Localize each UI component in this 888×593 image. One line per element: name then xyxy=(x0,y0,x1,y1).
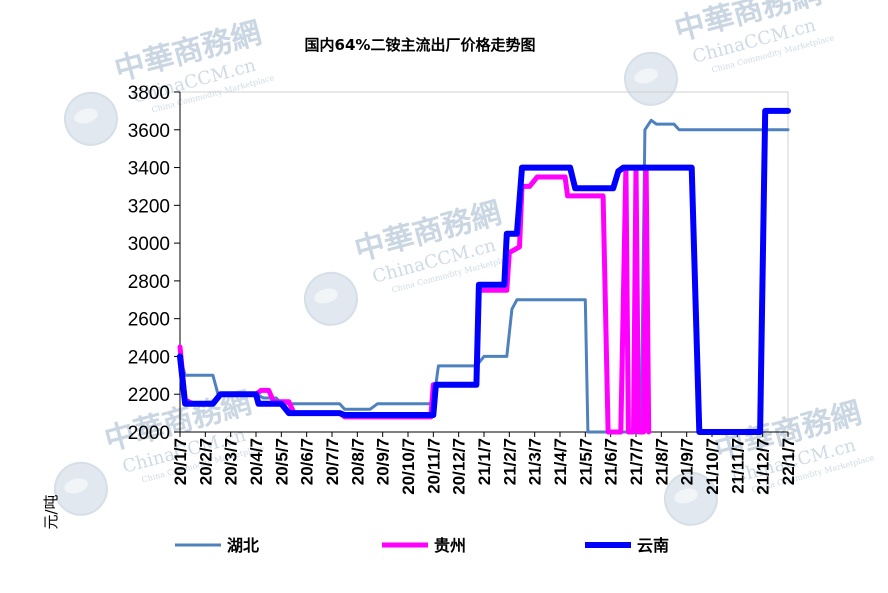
x-tick-label: 20/2/7 xyxy=(196,438,215,485)
globe-land-icon xyxy=(674,488,698,504)
x-tick-label: 20/5/7 xyxy=(272,438,291,485)
x-tick-label: 21/12/7 xyxy=(754,438,773,495)
chart-title: 国内64%二铵主流出厂价格走势图 xyxy=(305,36,536,54)
legend: 湖北 贵州 云南 xyxy=(175,536,669,555)
x-tick-label: 21/9/7 xyxy=(678,438,697,485)
x-tick-label: 20/10/7 xyxy=(399,438,418,495)
x-tick-label: 21/10/7 xyxy=(703,438,722,495)
legend-label: 云南 xyxy=(637,536,669,555)
x-tick-label: 21/5/7 xyxy=(576,438,595,485)
legend-label: 贵州 xyxy=(434,536,466,555)
series-line-1 xyxy=(177,165,652,435)
legend-label: 湖北 xyxy=(227,536,259,555)
x-tick-label: 20/1/7 xyxy=(171,438,190,485)
x-tick-label: 20/7/7 xyxy=(323,438,342,485)
y-ticks: 2000 2200 2400 2600 2800 3000 3200 3400 3600 3800 xyxy=(128,83,180,444)
x-tick-label: 20/12/7 xyxy=(450,438,469,495)
y-tick-label: 2800 xyxy=(128,272,170,293)
y-tick-label: 2200 xyxy=(128,385,170,406)
y-tick-label: 3200 xyxy=(128,196,170,217)
x-tick-label: 21/4/7 xyxy=(551,438,570,485)
x-ticks: 20/1/7 20/2/7 20/3/7 20/4/7 20/5/7 20/6/7 20/7… xyxy=(171,432,798,495)
y-tick-label: 2600 xyxy=(128,310,170,331)
y-tick-label: 3400 xyxy=(128,159,170,180)
x-tick-label: 20/6/7 xyxy=(298,438,317,485)
globe-land-icon xyxy=(314,288,338,304)
series-line-2 xyxy=(177,107,791,435)
y-tick-label: 2000 xyxy=(128,423,170,444)
globe-land-icon xyxy=(64,478,88,494)
y-tick-label: 3000 xyxy=(128,234,170,255)
x-tick-label: 21/11/7 xyxy=(728,438,747,494)
x-tick-label: 21/7/7 xyxy=(627,438,646,485)
x-tick-label: 21/2/7 xyxy=(500,438,519,485)
series-layer xyxy=(177,107,791,435)
globe-land-icon xyxy=(74,108,98,124)
globe-land-icon xyxy=(634,68,658,84)
x-tick-label: 20/3/7 xyxy=(222,438,241,485)
y-tick-label: 2400 xyxy=(128,347,170,368)
x-tick-label: 21/3/7 xyxy=(526,438,545,485)
x-tick-label: 22/1/7 xyxy=(779,438,798,485)
y-axis-label: 元/吨 xyxy=(42,494,60,529)
x-tick-label: 20/8/7 xyxy=(348,438,367,485)
y-tick-label: 3800 xyxy=(128,83,170,104)
x-tick-label: 20/9/7 xyxy=(374,438,393,485)
x-tick-label: 20/11/7 xyxy=(424,438,443,494)
x-tick-label: 20/4/7 xyxy=(247,438,266,485)
y-tick-label: 3600 xyxy=(128,121,170,142)
x-tick-label: 21/6/7 xyxy=(602,438,621,485)
x-tick-label: 21/1/7 xyxy=(475,438,494,485)
x-tick-label: 21/8/7 xyxy=(652,438,671,485)
